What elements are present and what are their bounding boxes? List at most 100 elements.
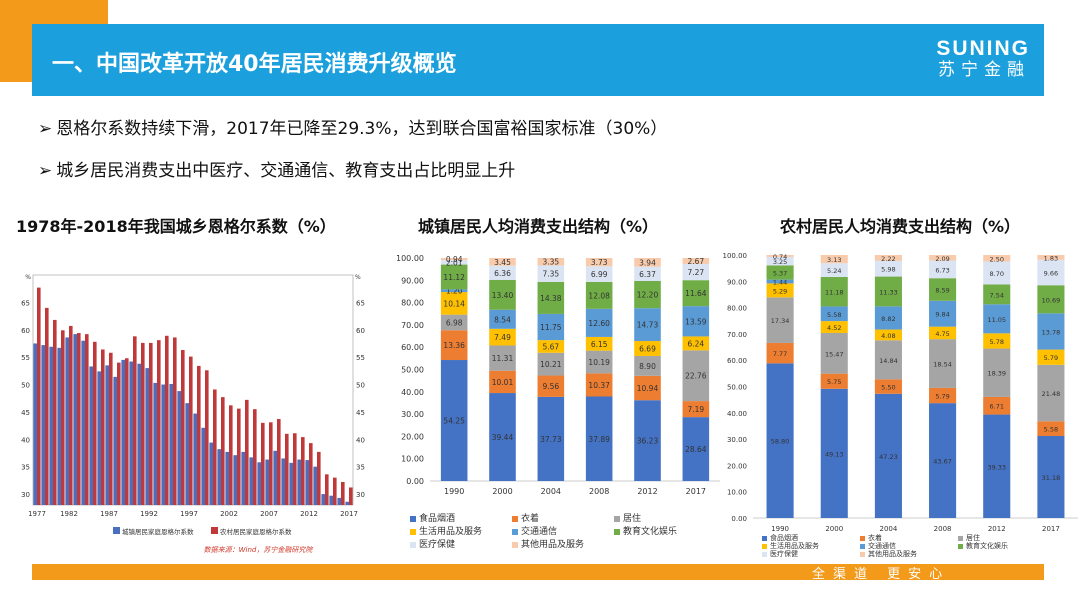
- data-label: 4.75: [935, 330, 949, 338]
- bullet-structure: ➢ 城乡居民消费支出中医疗、交通通信、教育支出占比明显上升: [38, 156, 515, 181]
- legend-label: 居住: [623, 512, 641, 524]
- data-label: 2.67: [687, 257, 704, 266]
- y-tick-label: 30: [21, 491, 30, 499]
- engel-bar: [125, 358, 129, 505]
- data-label: 11.12: [443, 273, 465, 282]
- data-label: 15.47: [825, 350, 844, 358]
- stack-segment: [537, 258, 565, 266]
- y-tick-label-right: 30: [356, 491, 365, 499]
- data-label: 6.36: [494, 269, 511, 278]
- y-tick-label: 80.00: [727, 305, 747, 313]
- stack-segment: [1037, 421, 1065, 436]
- bullet-text: 恩格尔系数持续下滑，2017年已降至29.3%，达到联合国富裕国家标准（30%）: [56, 119, 668, 139]
- data-label: 0.94: [446, 255, 463, 264]
- data-label: 6.15: [591, 340, 608, 349]
- y-tick-label: 40.00: [401, 388, 424, 397]
- data-label: 12.08: [588, 291, 610, 300]
- stack-segment: [1037, 364, 1065, 422]
- x-tick-label: 2002: [220, 510, 238, 518]
- stack-segment: [766, 363, 794, 518]
- engel-bar: [173, 337, 177, 505]
- stack-segment: [929, 260, 957, 279]
- stack-segment: [983, 255, 1011, 262]
- axis-unit-right: %: [355, 274, 361, 281]
- legend-swatch: [958, 536, 963, 541]
- stack-segment: [983, 304, 1011, 334]
- stack-segment: [820, 332, 848, 374]
- legend-label: 其他用品及服务: [868, 549, 917, 558]
- engel-bar: [121, 359, 125, 505]
- data-label: 7.49: [494, 333, 511, 342]
- data-label: 1.20: [446, 287, 463, 296]
- stack-segment: [983, 333, 1011, 349]
- data-label: 4.08: [881, 332, 895, 340]
- data-label: 4.52: [827, 324, 841, 332]
- data-label: 5.58: [827, 311, 841, 319]
- legend-label: 居住: [966, 533, 980, 542]
- x-tick-label: 2012: [988, 525, 1006, 533]
- engel-bar: [177, 391, 181, 505]
- stack-segment: [1037, 435, 1065, 518]
- y-tick-label: 50.00: [727, 384, 747, 392]
- engel-bar: [241, 451, 245, 505]
- brand-logo: SUNING 苏宁金融: [936, 37, 1030, 81]
- data-label: 6.69: [639, 345, 656, 354]
- stack-segment: [1037, 259, 1065, 286]
- legend-swatch: [958, 544, 963, 549]
- stack-segment: [585, 266, 613, 282]
- stack-segment: [585, 281, 613, 309]
- stack-segment: [820, 263, 848, 278]
- y-tick-label: 30.00: [401, 410, 424, 419]
- engel-bar: [325, 474, 329, 505]
- engel-bar: [73, 334, 77, 505]
- legend-swatch: [113, 527, 120, 534]
- stack-segment: [537, 265, 565, 282]
- data-label: 3.45: [494, 258, 511, 267]
- legend-swatch: [614, 516, 620, 522]
- engel-bar: [313, 466, 317, 505]
- data-label: 5.29: [773, 287, 787, 295]
- legend-swatch: [860, 536, 865, 541]
- legend-label: 城镇居民家庭恩格尔系数: [122, 527, 194, 536]
- bullet-text: 城乡居民消费支出中医疗、交通通信、教育支出占比明显上升: [56, 161, 516, 181]
- y-tick-label: 50.00: [401, 366, 424, 375]
- y-tick-label: 50: [21, 382, 30, 390]
- data-label: 9.84: [935, 311, 949, 319]
- logo-text-cn: 苏宁金融: [938, 60, 1030, 80]
- engel-bar: [349, 487, 353, 505]
- data-label: 5.79: [1044, 354, 1058, 362]
- engel-bar: [193, 413, 197, 505]
- data-label: 5.75: [827, 378, 841, 386]
- stack-segment: [766, 256, 794, 266]
- legend-swatch: [410, 542, 416, 548]
- stack-segment: [820, 277, 848, 307]
- stack-segment: [440, 264, 468, 290]
- engel-bar: [117, 362, 121, 505]
- engel-bar: [201, 427, 205, 505]
- stack-segment: [634, 355, 661, 376]
- y-tick-label: 90.00: [727, 278, 747, 286]
- engel-bar: [317, 451, 321, 505]
- engel-bar: [341, 482, 345, 505]
- stack-segment: [634, 266, 661, 281]
- engel-bar: [305, 460, 309, 505]
- engel-bar: [77, 333, 81, 505]
- logo-text-en: SUNING: [936, 37, 1030, 60]
- plot-area: [32, 274, 354, 506]
- engel-bar: [301, 437, 305, 505]
- bullet-arrow-icon: ➢: [38, 161, 53, 181]
- stack-segment: [929, 387, 957, 404]
- bullet-arrow-icon: ➢: [38, 119, 53, 139]
- data-label: 36.23: [637, 437, 659, 446]
- legend-label: 医疗保健: [419, 538, 455, 550]
- engel-bar: [197, 365, 201, 505]
- x-tick-label: 2007: [260, 510, 278, 518]
- source-note: 数据来源：Wind，苏宁金融研究院: [204, 546, 314, 554]
- engel-chart: % % 30 30 35 35 40 40 45 45 50 50 55 55 60 60 65 65 1977 19…: [21, 274, 365, 554]
- x-tick-label: 1990: [444, 487, 464, 496]
- stack-segment: [983, 261, 1011, 285]
- data-label: 14.73: [637, 321, 659, 330]
- y-tick-label: 60.00: [727, 357, 747, 365]
- legend-swatch: [512, 542, 518, 548]
- data-label: 18.54: [933, 361, 952, 369]
